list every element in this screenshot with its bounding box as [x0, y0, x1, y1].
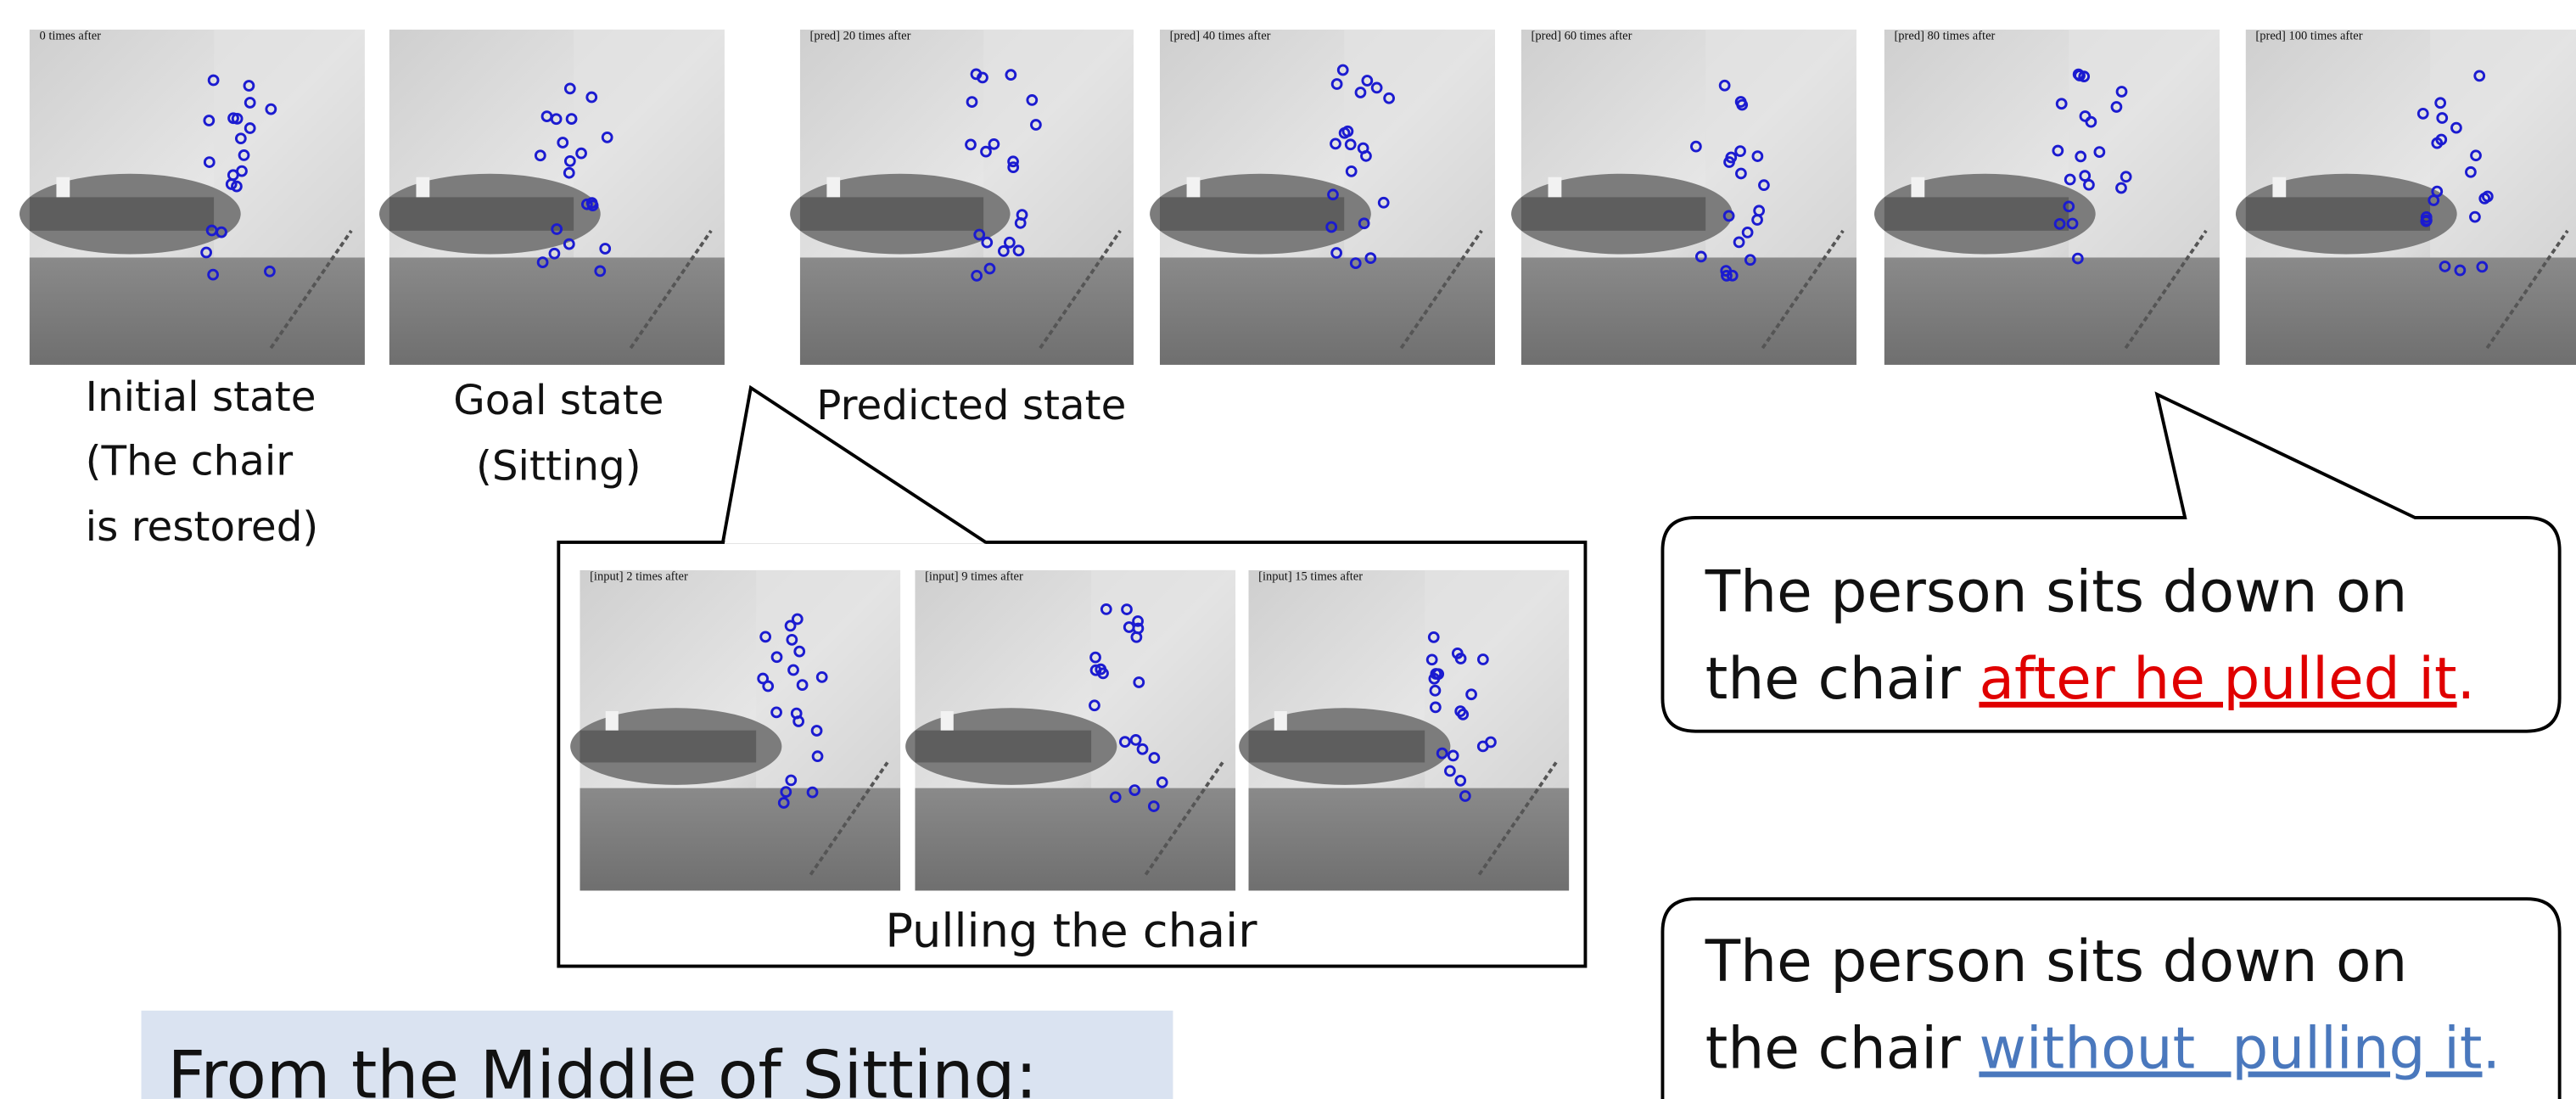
floor: [2246, 257, 2576, 364]
caption: Predicted state: [816, 382, 1126, 429]
caption: Goal state: [453, 377, 664, 424]
table: [580, 731, 756, 763]
callout-text: .: [2457, 645, 2476, 712]
table: [30, 197, 214, 230]
light: [56, 177, 70, 198]
light: [2272, 177, 2286, 198]
wall: [2069, 30, 2220, 264]
wall: [1705, 30, 1856, 264]
callout-text: the chair: [1705, 1015, 1980, 1082]
light: [1187, 177, 1201, 198]
frame: [pred] 20 times after: [790, 29, 1134, 364]
callout-text: The person sits down on: [1705, 928, 2408, 995]
callout-text: the chair after he pulled it.: [1705, 645, 2475, 712]
wall: [214, 30, 365, 264]
frames: 0 times after [pred] 20 times after [pred]…: [20, 29, 2576, 364]
frame-label: [pred] 20 times after: [810, 29, 911, 42]
banner-text: From the Middle of Sitting:: [167, 1037, 1037, 1099]
wall: [1091, 570, 1235, 794]
floor: [30, 257, 365, 364]
frame-label: [input] 15 times after: [1258, 570, 1363, 584]
frame: [pred] 100 times after: [2236, 29, 2576, 364]
frame-label: [pred] 60 times after: [1532, 29, 1632, 42]
light: [1274, 711, 1287, 731]
frame-label: [pred] 40 times after: [1170, 29, 1271, 42]
caption: Initial state: [86, 373, 316, 421]
light: [606, 711, 619, 731]
frame: [pred] 60 times after: [1511, 29, 1856, 364]
figure: 0 times after [pred] 20 times after [pred]…: [0, 0, 2576, 1099]
light: [826, 177, 840, 198]
light: [1911, 177, 1924, 198]
floor: [915, 788, 1235, 891]
floor: [1884, 257, 2220, 364]
caption: Pulling the chair: [885, 904, 1257, 957]
frame-label: 0 times after: [39, 29, 101, 42]
light: [416, 177, 429, 198]
highlight: after he pulled it: [1979, 645, 2456, 712]
floor: [800, 257, 1134, 364]
frame: [379, 30, 725, 365]
table: [2246, 197, 2430, 230]
table: [1249, 731, 1425, 763]
frame-label: [input] 2 times after: [590, 570, 688, 584]
frame: [pred] 40 times after: [1150, 29, 1495, 364]
wall: [756, 570, 900, 794]
floor: [1160, 257, 1495, 364]
table: [1884, 197, 2069, 230]
frame-label: [pred] 100 times after: [2255, 29, 2362, 42]
frame: 0 times after: [20, 29, 365, 364]
floor: [1249, 788, 1570, 891]
table: [389, 197, 574, 230]
table: [915, 731, 1091, 763]
table: [1521, 197, 1705, 230]
frame: [pred] 80 times after: [1874, 29, 2220, 364]
frame: [input] 2 times after: [570, 570, 900, 891]
caption: is restored): [86, 503, 319, 551]
frame: [input] 15 times after: [1239, 570, 1569, 891]
light: [1548, 177, 1562, 198]
caption: (Sitting): [476, 442, 641, 490]
callout-text: the chair: [1705, 645, 1980, 712]
frame: [input] 9 times after: [905, 570, 1235, 891]
floor: [1521, 257, 1856, 364]
callout-text: .: [2482, 1015, 2500, 1082]
wall: [574, 30, 725, 264]
floor: [580, 788, 900, 891]
callout-text: the chair without pulling it.: [1705, 1015, 2500, 1082]
callout-text: The person sits down on: [1705, 558, 2408, 625]
frame-label: [pred] 80 times after: [1894, 29, 1995, 42]
input-frames: [input] 2 times after [input] 9 times aft…: [570, 570, 1569, 891]
table: [1160, 197, 1344, 230]
wall: [1425, 570, 1569, 794]
floor: [389, 257, 725, 364]
frame-label: [input] 9 times after: [925, 570, 1023, 584]
light: [941, 711, 954, 731]
wall: [2430, 30, 2576, 264]
caption: (The chair: [86, 438, 294, 485]
highlight: without pulling it: [1979, 1015, 2482, 1082]
wall: [983, 30, 1134, 264]
page: 0 times after [pred] 20 times after [pred]…: [0, 0, 2576, 1099]
table: [800, 197, 983, 230]
